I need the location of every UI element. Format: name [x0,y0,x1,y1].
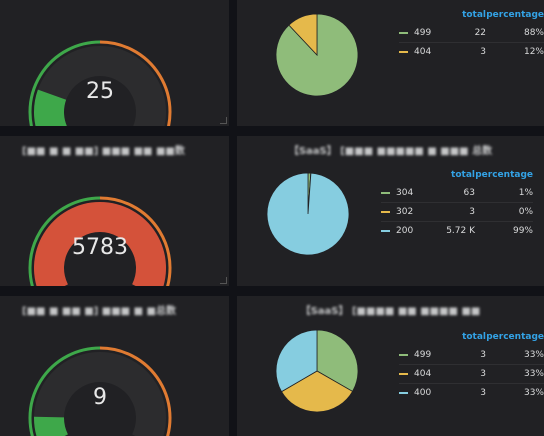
pie-chart [275,13,359,97]
legend-header-percentage[interactable]: percentage [486,10,544,20]
gauge-value: 25 [86,79,114,104]
pie-slice-499[interactable] [316,329,359,392]
legend-row[interactable]: 302 3 0% [381,202,533,222]
legend-percentage: 0% [475,202,533,222]
gauge-fill [34,416,68,436]
pie-legend: total percentage 499 22 88% 404 3 12% [399,10,544,61]
gauge-title: [■■ ■ ■■ ■] ■■■ ■ ■总数 [22,306,176,317]
legend-percentage: 99% [475,221,533,240]
legend-percentage: 88% [523,28,544,38]
legend-percentage: 33% [486,383,544,402]
threshold-arc-orange [99,40,172,126]
legend-percentage: 33% [523,350,544,360]
legend-label: 404 [414,47,432,57]
legend-row[interactable]: 400 3 33% [399,383,544,402]
legend-row[interactable]: 404 3 12% [399,42,544,61]
legend-swatch [381,210,390,213]
gauge-title: [■■ ■ ■ ■■] ■■■ ■■ ■■数 [22,146,185,157]
legend-label: 302 [396,207,414,217]
gauge-value: 9 [93,385,107,410]
legend-header-percentage[interactable]: percentage [486,332,544,342]
legend-label: 499 [414,28,432,38]
legend-header-percentage[interactable]: percentage [475,170,533,180]
threshold-arc-green [28,40,101,126]
legend-swatch [381,191,390,194]
pie-slice-400[interactable] [275,329,318,393]
gauge-fill [34,201,166,286]
pie-slice-200[interactable] [266,172,350,256]
pie-chart [275,329,359,413]
pie-panel-2: 【SaaS】 [■■■ ■■■■■ ■ ■■■ 总数 total percenta… [237,136,544,286]
threshold-arc-green [28,196,101,286]
gauge-track [34,45,166,126]
resize-handle[interactable] [220,117,227,124]
legend-swatch [381,229,390,232]
pie-panel-3: 【SaaS】 [■■■■ ■■ ■■■■ ■■ total percentage 4… [237,296,544,436]
legend-total: 22 [474,28,487,38]
pie-panel-1: total percentage 499 22 88% 404 3 12% [237,0,544,126]
legend-swatch [399,50,408,53]
gauge-chart: 9 [28,346,172,436]
legend-header-total[interactable]: total [462,10,487,20]
legend-total: 63 [463,188,475,198]
resize-handle[interactable] [220,277,227,284]
legend-row[interactable]: 499 22 88% [399,24,544,43]
gauge-panel-3: [■■ ■ ■■ ■] ■■■ ■ ■总数 9 [0,296,229,436]
legend-total: 3 [480,350,487,360]
pie-legend: total percentage 499 3 33% 404 3 33% 400 3 33% [399,332,544,402]
legend-total: 3 [429,202,475,222]
legend-swatch [399,31,408,34]
pie-slice-404[interactable] [281,370,354,413]
legend-percentage: 1% [518,188,533,198]
legend-row[interactable]: 304 63 1% [381,184,533,203]
legend-total: 5.72 K [429,221,475,240]
pie-slice-404[interactable] [288,13,318,57]
legend-label: 200 [396,226,414,236]
gauge-chart: 5783 [28,196,172,286]
legend-swatch [399,391,408,394]
legend-total: 3 [442,42,487,61]
pie-title: 【SaaS】 [■■■■ ■■ ■■■■ ■■ [300,306,481,317]
gauge-chart: 25 [28,40,172,126]
gauge-track [34,351,166,436]
legend-total: 3 [442,364,487,384]
legend-label: 404 [414,369,432,379]
threshold-arc-orange [99,346,172,436]
legend-row[interactable]: 404 3 33% [399,364,544,384]
legend-row[interactable]: 499 3 33% [399,346,544,365]
legend-swatch [399,353,408,356]
gauge-fill [34,89,67,126]
legend-total: 3 [442,383,487,402]
legend-swatch [399,372,408,375]
legend-label: 499 [414,350,432,360]
gauge-panel-2: [■■ ■ ■ ■■] ■■■ ■■ ■■数 5783 [0,136,229,286]
legend-row[interactable]: 200 5.72 K 99% [381,221,533,240]
legend-header-total[interactable]: total [451,170,475,180]
threshold-arc-orange [99,196,172,286]
gauge-panel-1: 25 [0,0,229,126]
legend-label: 304 [396,188,414,198]
pie-legend: total percentage 304 63 1% 302 3 0% 200 5.72 K 99% [381,170,533,240]
gauge-value: 5783 [72,235,128,260]
legend-percentage: 33% [486,364,544,384]
legend-percentage: 12% [486,42,544,61]
pie-chart [266,172,350,256]
threshold-arc-green [28,346,101,436]
pie-title: 【SaaS】 [■■■ ■■■■■ ■ ■■■ 总数 [288,146,493,157]
legend-header-total[interactable]: total [462,332,487,342]
legend-label: 400 [414,388,432,398]
